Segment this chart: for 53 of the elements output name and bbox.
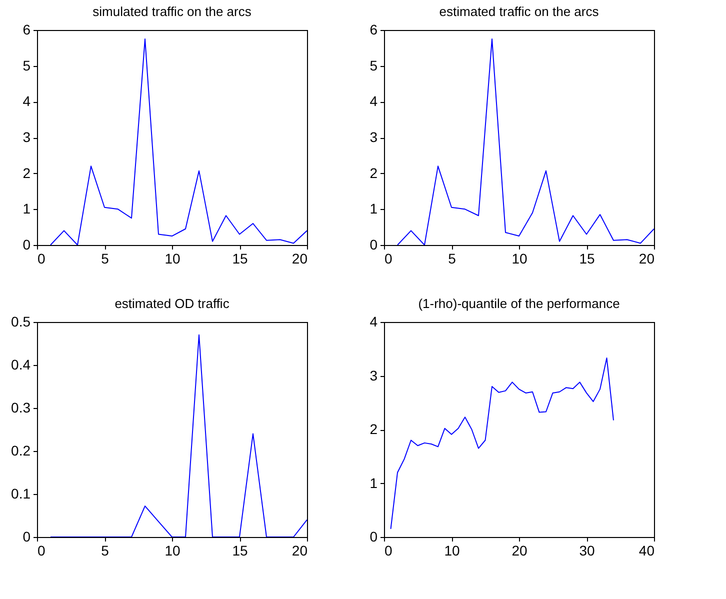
y-tick-label: 4 — [22, 93, 31, 110]
y-tick-label: 4 — [370, 93, 378, 110]
line-series — [397, 38, 654, 245]
y-tick-label: 2 — [22, 164, 31, 181]
y-tick-label: 1 — [22, 200, 31, 217]
chart-title: simulated traffic on the arcs — [92, 4, 252, 19]
x-tick-label: 0 — [384, 542, 392, 558]
x-tick-label: 40 — [638, 542, 655, 558]
y-tick-label: 4 — [370, 314, 378, 330]
y-tick-label: 1 — [370, 200, 378, 217]
x-tick-label: 20 — [638, 250, 655, 266]
line-series — [50, 334, 307, 537]
line-series — [390, 358, 614, 530]
x-tick-label: 20 — [292, 542, 308, 558]
y-tick-label: 6 — [22, 22, 31, 38]
x-tick-label: 5 — [448, 250, 456, 266]
x-tick-label: 20 — [292, 250, 308, 266]
x-tick-label: 0 — [38, 250, 46, 266]
x-tick-label: 30 — [579, 542, 595, 558]
y-tick-label: 3 — [370, 367, 378, 384]
y-tick-label: 5 — [370, 57, 378, 74]
y-tick-label: 0.5 — [11, 314, 31, 330]
x-tick-label: 0 — [384, 250, 392, 266]
y-tick-label: 0 — [22, 528, 31, 544]
y-tick-label: 6 — [370, 22, 378, 38]
y-tick-label: 0 — [22, 236, 31, 252]
y-tick-label: 2 — [370, 421, 378, 437]
x-tick-label: 20 — [512, 542, 528, 558]
y-tick-label: 0.1 — [11, 486, 31, 502]
x-tick-label: 10 — [444, 542, 460, 558]
x-tick-label: 15 — [232, 250, 248, 266]
y-tick-label: 3 — [22, 129, 31, 145]
chart-title: (1-rho)-quantile of the performance — [418, 296, 620, 311]
y-tick-label: 0.4 — [11, 356, 31, 372]
x-tick-label: 5 — [101, 542, 110, 558]
x-tick-label: 15 — [232, 542, 248, 558]
x-tick-label: 5 — [101, 250, 110, 266]
y-tick-label: 0.3 — [11, 400, 31, 416]
x-tick-label: 10 — [164, 250, 180, 266]
y-tick-label: 3 — [370, 129, 378, 145]
line-series — [50, 38, 307, 245]
y-tick-label: 5 — [22, 57, 31, 74]
chart-title: estimated traffic on the arcs — [439, 4, 600, 19]
chart-title: estimated OD traffic — [114, 296, 230, 311]
x-tick-label: 10 — [512, 250, 528, 266]
y-tick-label: 0.2 — [11, 442, 31, 458]
x-tick-label: 15 — [579, 250, 595, 266]
x-tick-label: 0 — [38, 542, 46, 558]
y-tick-label: 2 — [370, 164, 378, 181]
y-tick-label: 0 — [370, 528, 378, 544]
y-tick-label: 0 — [370, 236, 378, 252]
x-tick-label: 10 — [164, 542, 180, 558]
y-tick-label: 1 — [370, 474, 378, 491]
